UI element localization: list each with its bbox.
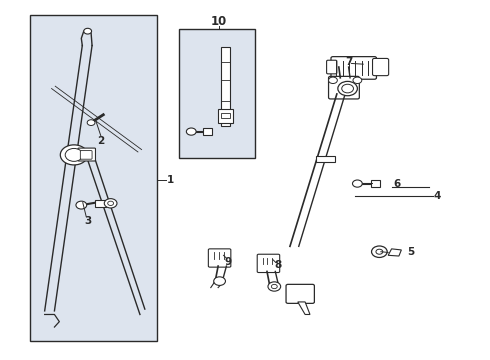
Circle shape	[87, 120, 95, 126]
Circle shape	[108, 201, 114, 206]
Text: 8: 8	[274, 260, 282, 270]
Circle shape	[104, 199, 117, 208]
Circle shape	[60, 145, 88, 165]
Text: 4: 4	[433, 191, 441, 201]
Bar	[218, 109, 233, 123]
FancyBboxPatch shape	[80, 150, 92, 159]
Bar	[30, 15, 157, 341]
Text: 6: 6	[394, 179, 401, 189]
Text: 9: 9	[224, 257, 231, 267]
Circle shape	[84, 28, 92, 34]
FancyBboxPatch shape	[327, 60, 337, 74]
Polygon shape	[298, 302, 310, 315]
Circle shape	[371, 246, 387, 257]
FancyBboxPatch shape	[331, 57, 376, 79]
FancyBboxPatch shape	[78, 148, 96, 161]
Circle shape	[329, 77, 337, 84]
Bar	[221, 47, 230, 126]
FancyBboxPatch shape	[208, 249, 231, 267]
FancyBboxPatch shape	[96, 200, 106, 207]
Circle shape	[338, 81, 357, 96]
FancyBboxPatch shape	[370, 180, 380, 187]
Circle shape	[214, 277, 225, 285]
Circle shape	[342, 84, 353, 93]
Bar	[179, 30, 255, 158]
Circle shape	[76, 201, 87, 209]
Bar	[316, 156, 335, 162]
Circle shape	[65, 148, 83, 161]
FancyBboxPatch shape	[203, 129, 212, 135]
Text: 5: 5	[408, 247, 415, 257]
Circle shape	[268, 282, 281, 291]
Text: 2: 2	[97, 136, 104, 145]
Text: 7: 7	[345, 57, 352, 67]
Circle shape	[186, 128, 196, 135]
Bar	[220, 113, 230, 118]
FancyBboxPatch shape	[257, 254, 280, 273]
Text: 3: 3	[84, 216, 91, 226]
Circle shape	[376, 249, 383, 254]
Text: 1: 1	[167, 175, 174, 185]
FancyBboxPatch shape	[372, 58, 389, 76]
Circle shape	[271, 284, 277, 289]
Polygon shape	[388, 249, 401, 256]
FancyBboxPatch shape	[286, 284, 315, 303]
Circle shape	[352, 180, 362, 187]
FancyBboxPatch shape	[329, 76, 359, 99]
Text: 10: 10	[211, 15, 227, 28]
Circle shape	[353, 77, 362, 84]
